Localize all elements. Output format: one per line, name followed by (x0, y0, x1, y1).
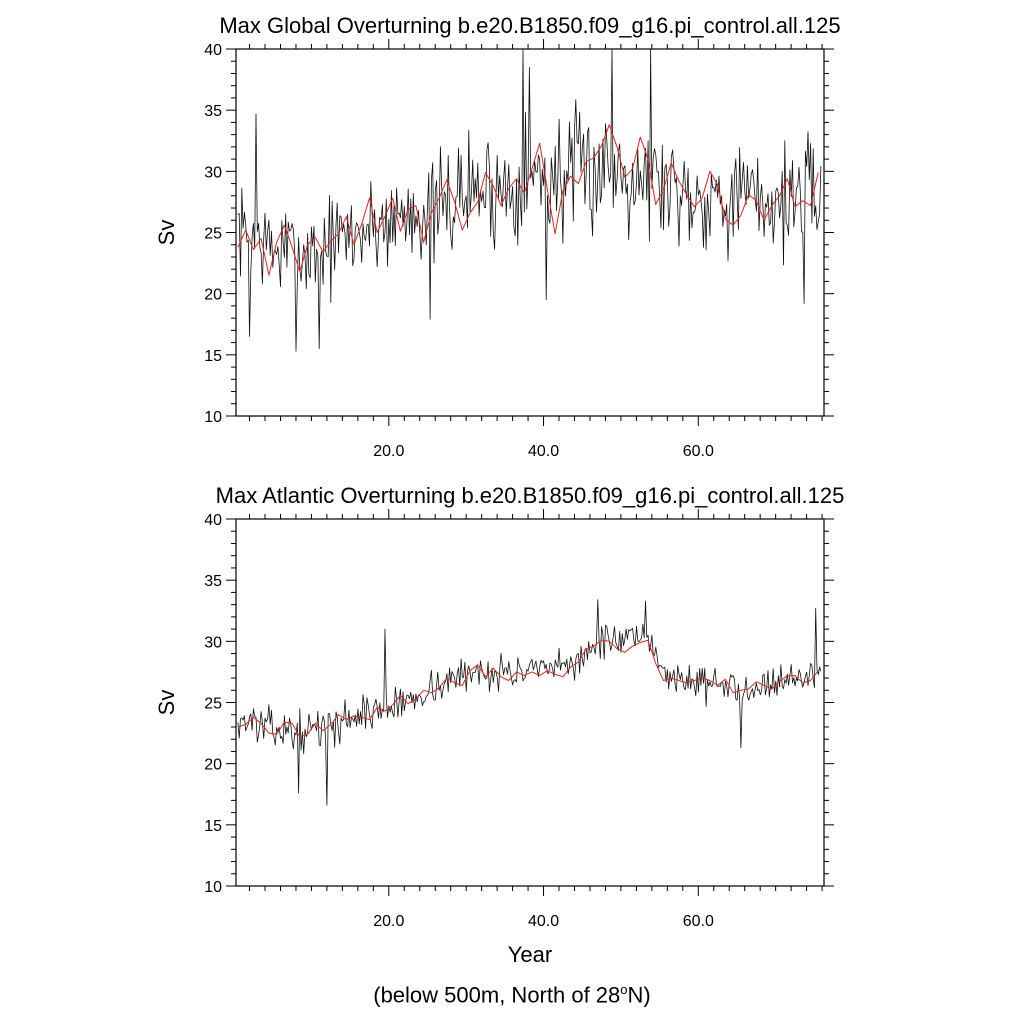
global-y-tick-label: 35 (204, 103, 222, 120)
atlantic-y-tick-label: 30 (204, 634, 222, 651)
footnote-prefix: (below 500m, North of 28 (373, 982, 621, 1008)
global-x-tick-label: 40.0 (528, 443, 559, 460)
global-y-tick-label: 20 (204, 287, 222, 304)
atlantic-plot-frame (235, 518, 825, 887)
global-monthly-max-series (237, 49, 822, 352)
figure-footnote: (below 500m, North of 28oN) (0, 982, 1024, 1008)
atlantic-y-tick-label: 35 (204, 573, 222, 590)
atlantic-y-axis-label: Sv (154, 690, 179, 716)
atlantic-y-tick-label: 15 (204, 818, 222, 835)
atlantic-x-tick-label: 60.0 (683, 913, 714, 930)
global-y-tick-label: 15 (204, 348, 222, 365)
global-chart-title: Max Global Overturning b.e20.B1850.f09_g… (219, 13, 840, 38)
global-y-tick-label: 30 (204, 164, 222, 181)
global-annual-mean-series (237, 124, 819, 276)
atlantic-y-tick-label: 10 (204, 879, 222, 896)
atlantic-y-tick-label: 20 (204, 757, 222, 774)
atlantic-overturning-panel: Max Atlantic Overturning b.e20.B1850.f09… (154, 483, 844, 967)
atlantic-x-axis-label: Year (508, 942, 552, 967)
global-x-tick-label: 20.0 (373, 443, 404, 460)
atlantic-x-tick-label: 20.0 (373, 913, 404, 930)
global-x-tick-label: 60.0 (683, 443, 714, 460)
atlantic-annual-mean-series (237, 639, 819, 738)
global-y-axis-label: Sv (154, 220, 179, 246)
atlantic-y-tick-label: 40 (204, 512, 222, 529)
footnote-degree: o (620, 982, 628, 997)
atlantic-monthly-max-series (237, 599, 822, 806)
footnote-suffix: N) (627, 982, 651, 1008)
atlantic-chart-title: Max Atlantic Overturning b.e20.B1850.f09… (216, 483, 845, 508)
global-y-tick-label: 25 (204, 226, 222, 243)
atlantic-x-tick-label: 40.0 (528, 913, 559, 930)
global-y-tick-label: 40 (204, 42, 222, 59)
global-overturning-panel: Max Global Overturning b.e20.B1850.f09_g… (154, 13, 841, 460)
global-y-tick-label: 10 (204, 409, 222, 426)
atlantic-y-tick-label: 25 (204, 696, 222, 713)
